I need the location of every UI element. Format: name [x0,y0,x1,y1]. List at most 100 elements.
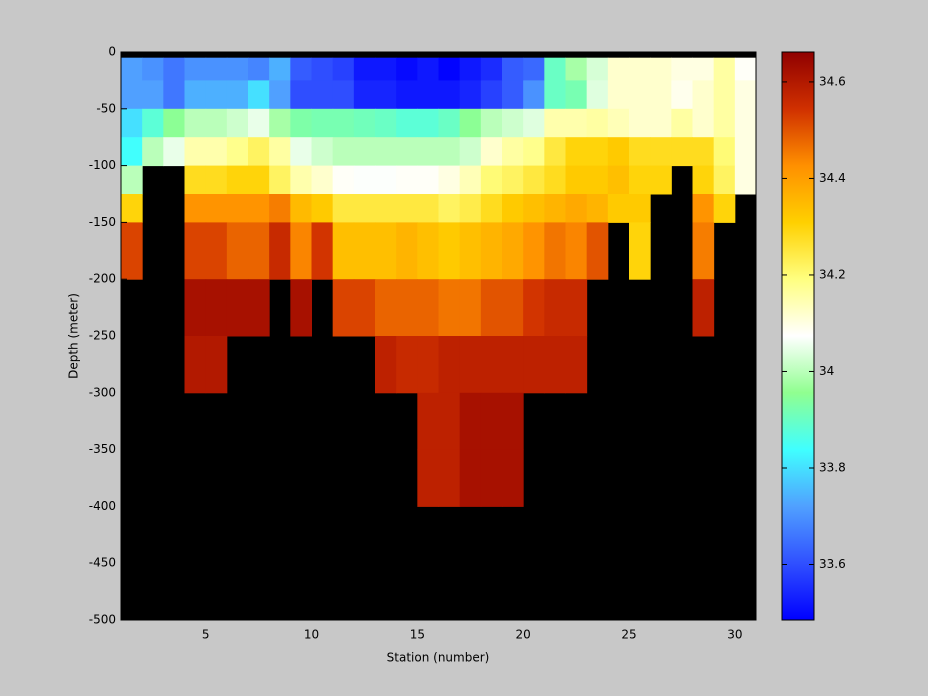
heatmap-cell [544,137,566,167]
heatmap-cell [629,108,651,138]
heatmap-cell [523,108,545,138]
heatmap-cell [438,336,461,394]
heatmap-cell [438,392,461,451]
colorbar [781,51,815,621]
heatmap-cell [480,108,503,138]
heatmap-cell [396,80,418,110]
heatmap-cell [417,392,439,451]
heatmap-cell [353,222,376,280]
heatmap-cell [502,336,524,394]
heatmap-cell [332,279,355,337]
heatmap-cell [523,194,545,223]
heatmap-cell [438,449,461,507]
heatmap-cell [502,279,524,337]
heatmap-cell [523,336,545,394]
heatmap-cell [163,108,185,138]
heatmap-cell [502,194,524,223]
y-tick-label: -350 [89,442,116,456]
heatmap-cell [502,80,524,110]
heatmap-cell [205,336,228,394]
heatmap-cell [502,392,524,451]
y-tick-label: -200 [89,272,116,286]
heatmap-cell [523,279,545,337]
heatmap-cell [438,137,461,167]
heatmap-cell [459,137,482,167]
heatmap-cell [692,194,715,223]
heatmap-cell [226,279,249,337]
heatmap-cell [523,165,545,195]
heatmap-cell [205,194,228,223]
y-tick-label: -50 [96,101,116,115]
heatmap-cell [353,137,376,167]
heatmap-cell [375,222,397,280]
heatmap-cell [480,80,503,110]
heatmap-cell [332,108,355,138]
heatmap-cell [502,449,524,507]
y-tick-label: -500 [89,613,116,627]
heatmap-cell [332,165,355,195]
heatmap-cell [417,222,439,280]
heatmap-cell [692,137,715,167]
heatmap-cell [417,165,439,195]
heatmap-cell [438,80,461,110]
heatmap-cell [692,80,715,110]
heatmap-cell [459,165,482,195]
heatmap-cell [184,336,207,394]
heatmap-cell [586,57,609,81]
heatmap-cell [713,57,736,81]
heatmap-cell [248,80,270,110]
heatmap-cell [650,165,672,195]
heatmap-cell [205,57,228,81]
heatmap-cell [205,222,228,280]
heatmap-cell [565,336,588,394]
heatmap-cell [353,108,376,138]
heatmap-cell [565,137,588,167]
heatmap-cell [269,222,291,280]
heatmap-cell [290,137,312,167]
heatmap-cell [311,194,334,223]
heatmap-cell [480,165,503,195]
heatmap-cell [692,222,715,280]
heatmap-cell [163,80,185,110]
heatmap-cell [375,80,397,110]
heatmap-cell [734,80,757,110]
y-axis-label: Depth (meter) [67,293,81,379]
heatmap-cell [459,57,482,81]
heatmap-cell [692,279,715,337]
heatmap-cell [269,80,291,110]
heatmap-cell [290,194,312,223]
heatmap-cell [438,108,461,138]
heatmap-cell [671,80,693,110]
heatmap-cell [375,57,397,81]
heatmap-cell [375,137,397,167]
heatmap-cell [607,137,630,167]
heatmap-cell [375,165,397,195]
heatmap-cell [184,80,207,110]
heatmap-cell [713,137,736,167]
heatmap-cell [396,279,418,337]
heatmap-cell [523,137,545,167]
heatmap-cell [565,57,588,81]
heatmap-cell [713,108,736,138]
heatmap-cell [226,57,249,81]
heatmap-cell [248,137,270,167]
heatmap-cell [734,57,757,81]
heatmap-cell [396,165,418,195]
heatmap-cell [226,222,249,280]
heatmap-cell [607,165,630,195]
heatmap-cell [311,57,334,81]
heatmap-cell [417,108,439,138]
heatmap-cell [671,108,693,138]
heatmap-cell [417,80,439,110]
heatmap-cell [671,57,693,81]
heatmap-cell [121,80,143,110]
heatmap-cell [290,279,312,337]
heatmap-cell [290,80,312,110]
heatmap-cell [184,57,207,81]
heatmap-cell [629,194,651,223]
heatmap-cell [565,222,588,280]
heatmap-cell [480,222,503,280]
heatmap-cell [586,165,609,195]
heatmap-cell [163,137,185,167]
